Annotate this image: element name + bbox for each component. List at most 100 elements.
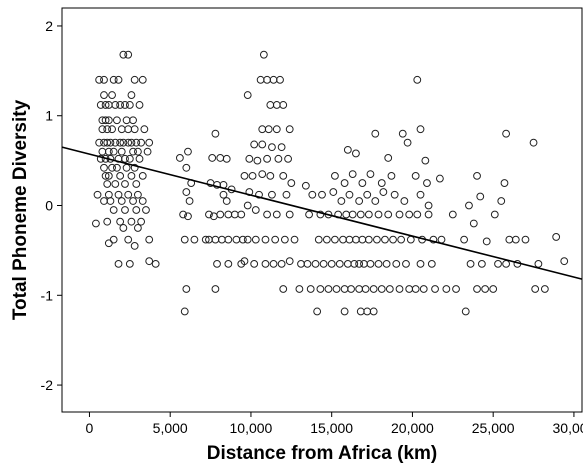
data-point xyxy=(180,307,189,316)
data-point xyxy=(274,154,283,163)
data-point xyxy=(268,190,276,199)
x-tick-label: 5,000 xyxy=(153,420,188,436)
data-point xyxy=(397,235,406,244)
data-point xyxy=(119,50,128,59)
data-point xyxy=(117,147,126,156)
data-point xyxy=(119,224,128,232)
y-axis: -2 -1 0 1 2 xyxy=(41,18,62,393)
data-point xyxy=(134,147,142,156)
data-point xyxy=(132,206,141,214)
data-point xyxy=(130,242,139,250)
data-point xyxy=(461,307,470,316)
data-point xyxy=(124,50,133,59)
data-point xyxy=(101,101,110,109)
data-point xyxy=(377,179,386,187)
data-point xyxy=(103,125,112,134)
data-point xyxy=(263,210,271,219)
data-point xyxy=(180,235,189,244)
data-point xyxy=(116,171,125,180)
y-axis-title: Total Phoneme Diversity xyxy=(10,99,31,320)
data-point xyxy=(531,285,540,293)
data-point xyxy=(482,237,491,246)
data-point xyxy=(222,154,231,163)
data-point xyxy=(552,233,561,241)
data-point xyxy=(452,285,460,293)
data-point xyxy=(324,285,333,293)
data-point xyxy=(374,259,383,268)
y-tick-label: 1 xyxy=(45,108,53,124)
data-point xyxy=(411,285,420,293)
data-point xyxy=(329,188,338,196)
data-point xyxy=(494,259,502,268)
data-point xyxy=(427,259,436,268)
y-tick-label: -2 xyxy=(41,377,54,393)
data-point xyxy=(109,206,118,214)
data-point xyxy=(379,188,388,196)
data-point xyxy=(366,170,375,178)
data-point xyxy=(258,140,267,149)
data-point xyxy=(124,138,133,147)
data-point xyxy=(560,257,569,266)
data-point xyxy=(448,210,457,219)
data-point xyxy=(392,259,401,268)
data-point xyxy=(190,235,199,244)
data-point xyxy=(104,239,113,248)
x-tick-label: 25,000 xyxy=(472,420,515,436)
data-point xyxy=(129,197,137,205)
data-point xyxy=(280,235,289,244)
data-point xyxy=(201,235,210,244)
fit-line xyxy=(61,146,583,280)
data-point xyxy=(403,138,412,147)
data-point xyxy=(429,235,438,244)
data-point xyxy=(276,75,284,84)
data-point xyxy=(114,75,123,84)
data-point xyxy=(355,197,364,205)
data-point xyxy=(100,75,108,84)
data-point xyxy=(109,75,118,84)
data-point xyxy=(272,125,281,134)
data-point xyxy=(385,285,394,293)
data-point xyxy=(100,91,108,99)
data-point xyxy=(384,210,393,219)
data-point xyxy=(442,285,451,293)
data-point xyxy=(282,190,291,199)
data-point xyxy=(314,235,323,244)
data-point xyxy=(369,285,378,293)
data-point xyxy=(248,171,257,180)
data-point xyxy=(135,154,144,163)
data-point xyxy=(184,147,192,156)
data-point xyxy=(253,156,262,165)
data-point xyxy=(134,190,142,199)
data-point xyxy=(179,210,188,219)
data-point xyxy=(460,235,469,244)
data-point xyxy=(284,154,292,163)
data-point xyxy=(127,91,136,99)
data-point xyxy=(135,101,144,109)
data-point xyxy=(145,235,154,244)
data-point xyxy=(122,163,131,172)
data-point xyxy=(251,235,260,244)
data-point xyxy=(130,125,139,134)
data-point xyxy=(137,138,146,147)
data-point xyxy=(500,179,509,187)
data-point xyxy=(113,116,121,125)
data-point xyxy=(240,171,249,180)
data-point xyxy=(290,235,299,244)
data-point xyxy=(121,206,129,214)
data-point xyxy=(138,171,147,180)
data-points xyxy=(92,50,569,316)
data-point xyxy=(104,116,113,125)
data-point xyxy=(305,210,313,219)
data-point xyxy=(224,235,233,244)
data-point xyxy=(287,179,296,187)
data-point xyxy=(343,145,352,154)
data-point xyxy=(216,210,225,219)
data-point xyxy=(345,190,354,199)
data-point xyxy=(363,190,372,199)
data-point xyxy=(340,179,349,187)
data-point xyxy=(306,285,315,293)
data-point xyxy=(416,259,425,268)
data-point xyxy=(348,210,357,219)
data-point xyxy=(497,197,506,205)
data-point xyxy=(127,138,136,147)
